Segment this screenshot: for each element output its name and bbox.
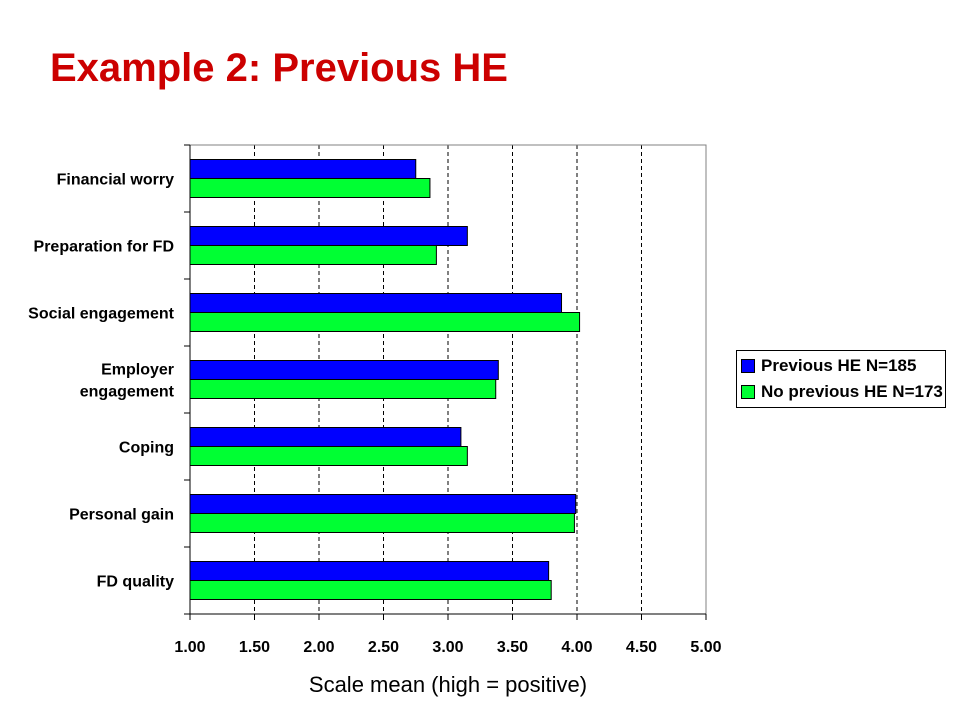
x-tick-label-2: 2.00 (303, 639, 334, 656)
legend-item-no-previous-he: No previous HE N=173 (741, 379, 943, 405)
bar-no-previous-he-4 (189, 446, 468, 466)
x-tick-label-4: 3.00 (432, 639, 463, 656)
x-tick-label-0: 1.00 (174, 639, 205, 656)
bar-no-previous-he-6 (189, 580, 552, 600)
x-axis-title: Scale mean (high = positive) (308, 672, 588, 697)
bar-previous-he-2 (189, 293, 563, 313)
category-label-3-line-0: Employer (101, 362, 174, 379)
bar-no-previous-he-2 (189, 312, 581, 332)
legend-item-previous-he: Previous HE N=185 (741, 353, 941, 379)
bar-no-previous-he-1 (189, 245, 437, 265)
category-label-0: Financial worry (57, 172, 174, 189)
x-tick-label-5: 3.50 (497, 639, 528, 656)
x-tick-label-7: 4.50 (626, 639, 657, 656)
x-tick-label-8: 5.00 (690, 639, 721, 656)
bar-previous-he-0 (189, 159, 417, 179)
x-tick-label-1: 1.50 (239, 639, 270, 656)
category-label-1: Preparation for FD (34, 239, 174, 256)
slide-title: Example 2: Previous HE (50, 46, 508, 90)
bar-no-previous-he-3 (189, 379, 497, 399)
category-label-4: Coping (119, 440, 174, 457)
chart-legend: Previous HE N=185 No previous HE N=173 (736, 350, 946, 408)
bar-previous-he-3 (189, 360, 499, 380)
bar-previous-he-6 (189, 561, 550, 581)
legend-swatch-previous-he (741, 359, 755, 373)
bar-no-previous-he-0 (189, 178, 431, 198)
bar-no-previous-he-5 (189, 513, 575, 533)
x-tick-label-3: 2.50 (368, 639, 399, 656)
x-tick-label-6: 4.00 (561, 639, 592, 656)
category-label-5: Personal gain (69, 507, 174, 524)
category-label-2: Social engagement (28, 306, 174, 323)
legend-swatch-no-previous-he (741, 385, 755, 399)
category-label-6: FD quality (97, 574, 174, 591)
legend-label-no-previous-he: No previous HE N=173 (761, 382, 943, 401)
category-label-3-line-1: engagement (80, 384, 175, 401)
bar-previous-he-4 (189, 427, 462, 447)
bar-previous-he-5 (189, 494, 577, 514)
legend-label-previous-he: Previous HE N=185 (761, 356, 917, 375)
bar-previous-he-1 (189, 226, 468, 246)
